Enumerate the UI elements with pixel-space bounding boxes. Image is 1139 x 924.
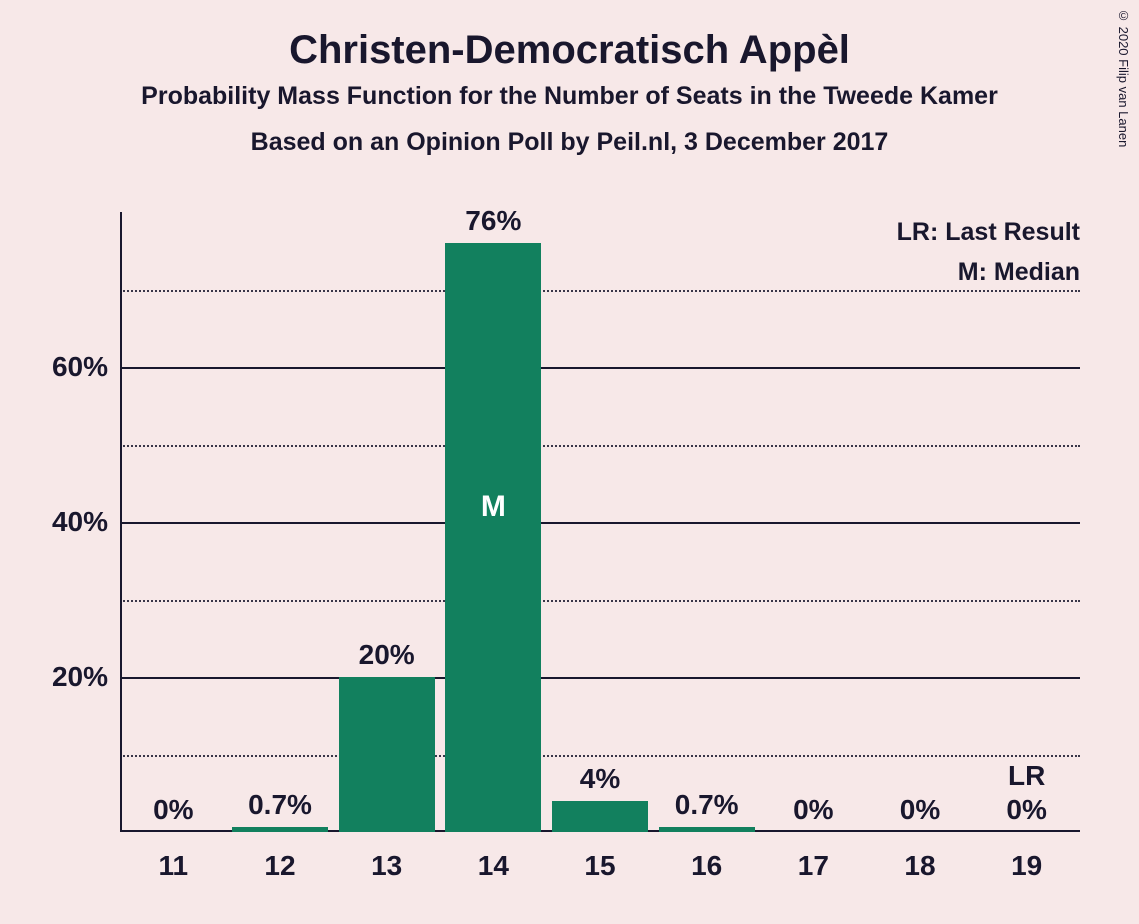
legend-median: M: Median (958, 258, 1080, 287)
gridline-minor (120, 755, 1080, 757)
legend-lr: LR: Last Result (897, 218, 1080, 247)
bar-value-label: 20% (359, 639, 415, 671)
x-axis-tick-label: 15 (584, 850, 615, 882)
bar (552, 801, 648, 832)
x-axis-tick-label: 13 (371, 850, 402, 882)
chart-title: Christen-Democratisch Appèl (0, 28, 1139, 73)
gridline-major (120, 367, 1080, 369)
y-axis-tick-label: 60% (30, 351, 108, 383)
y-axis-line (120, 212, 122, 832)
bar-value-label: 0% (1006, 794, 1046, 826)
gridline-minor (120, 445, 1080, 447)
gridline-minor (120, 600, 1080, 602)
y-axis-tick-label: 40% (30, 506, 108, 538)
bar-value-label: 0.7% (675, 789, 739, 821)
x-axis-tick-label: 14 (478, 850, 509, 882)
bar-value-label: 0% (153, 794, 193, 826)
bar-value-label: 0% (900, 794, 940, 826)
plot-area: 20%40%60%110%120.7%1320%1476%M154%160.7%… (120, 212, 1080, 832)
x-axis-tick-label: 18 (904, 850, 935, 882)
bar-value-label: 76% (465, 205, 521, 237)
median-marker: M (481, 490, 506, 524)
x-axis-tick-label: 17 (798, 850, 829, 882)
bar (659, 827, 755, 832)
x-axis-tick-label: 12 (264, 850, 295, 882)
bar (232, 827, 328, 832)
lr-annotation: LR (1008, 760, 1045, 792)
x-axis-tick-label: 16 (691, 850, 722, 882)
x-axis-tick-label: 19 (1011, 850, 1042, 882)
bar (445, 243, 541, 832)
chart-subtitle-1: Probability Mass Function for the Number… (0, 82, 1139, 111)
copyright-text: © 2020 Filip van Lanen (1116, 8, 1131, 147)
bar-value-label: 0.7% (248, 789, 312, 821)
gridline-major (120, 677, 1080, 679)
chart-container: Christen-Democratisch Appèl Probability … (0, 0, 1139, 924)
y-axis-tick-label: 20% (30, 661, 108, 693)
bar-value-label: 0% (793, 794, 833, 826)
gridline-minor (120, 290, 1080, 292)
chart-subtitle-2: Based on an Opinion Poll by Peil.nl, 3 D… (0, 128, 1139, 157)
x-axis-tick-label: 11 (159, 850, 189, 882)
bar (339, 677, 435, 832)
bar-value-label: 4% (580, 763, 620, 795)
gridline-major (120, 522, 1080, 524)
